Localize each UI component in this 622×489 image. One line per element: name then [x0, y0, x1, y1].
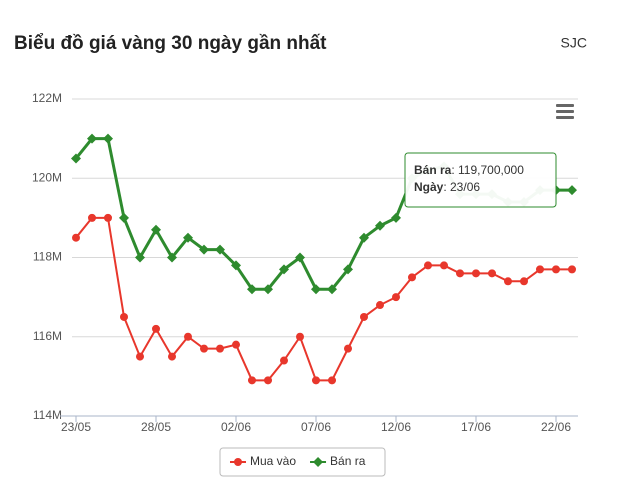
data-point — [216, 344, 224, 353]
data-point — [552, 265, 560, 274]
data-point — [88, 213, 96, 222]
data-point — [248, 376, 256, 385]
menu-icon[interactable] — [556, 104, 574, 119]
data-point — [280, 356, 288, 365]
menu-bar — [556, 104, 574, 107]
legend-item[interactable]: Mua vào — [230, 454, 296, 468]
legend-item[interactable]: Bán ra — [310, 454, 366, 468]
x-tick-label: 12/06 — [381, 420, 411, 434]
data-point — [311, 284, 321, 295]
data-point — [120, 312, 128, 321]
data-point — [567, 185, 577, 196]
legend-label: Bán ra — [330, 454, 366, 468]
menu-bar — [556, 110, 574, 113]
y-tick-label: 118M — [33, 250, 62, 264]
menu-bar — [556, 116, 574, 119]
tooltip-date-label: Ngày — [414, 180, 444, 194]
tooltip-box — [404, 152, 557, 208]
data-point — [408, 273, 416, 282]
data-point — [119, 212, 129, 223]
data-point — [264, 376, 272, 385]
x-tick-label: 28/05 — [141, 420, 171, 434]
data-point — [295, 252, 305, 263]
data-point — [391, 212, 401, 223]
data-point — [135, 252, 145, 263]
x-tick-label: 07/06 — [301, 420, 331, 434]
data-point — [103, 133, 113, 144]
tooltip-series: Bán ra — [414, 163, 452, 177]
y-tick-label: 114M — [33, 408, 62, 422]
data-point — [136, 352, 144, 361]
data-point — [376, 301, 384, 310]
x-tick-label: 17/06 — [461, 420, 491, 434]
data-point — [536, 265, 544, 274]
data-point — [424, 261, 432, 270]
source-label: SJC — [561, 35, 587, 51]
data-point — [344, 344, 352, 353]
data-point — [472, 269, 480, 278]
data-point — [568, 265, 576, 274]
data-point — [504, 277, 512, 286]
data-point — [183, 232, 193, 243]
legend-label: Mua vào — [250, 454, 296, 468]
data-point — [104, 213, 112, 222]
tooltip-value: : 119,700,000 — [451, 163, 524, 177]
tooltip: Bán ra: 119,700,000 Ngày: 23/06 — [404, 152, 557, 208]
tooltip-line: Ngày: 23/06 — [414, 180, 480, 194]
data-point — [327, 284, 337, 295]
data-point — [184, 332, 192, 341]
data-point — [312, 376, 320, 385]
data-point — [200, 344, 208, 353]
data-point — [279, 264, 289, 275]
y-tick-label: 116M — [33, 329, 62, 343]
data-point — [360, 312, 368, 321]
data-point — [328, 376, 336, 385]
data-point — [167, 252, 177, 263]
tooltip-date: : 23/06 — [443, 180, 480, 194]
data-point — [296, 332, 304, 341]
legend: Mua vào Bán ra — [219, 447, 386, 477]
data-point — [359, 232, 369, 243]
data-point — [232, 340, 240, 349]
data-point — [152, 324, 160, 333]
data-point — [231, 260, 241, 271]
y-tick-label: 122M — [32, 91, 62, 105]
data-point — [168, 352, 176, 361]
x-tick-label: 02/06 — [221, 420, 251, 434]
data-point — [456, 269, 464, 278]
data-point — [343, 264, 353, 275]
data-point — [375, 220, 385, 231]
data-point — [151, 224, 161, 235]
legend-marker — [313, 457, 324, 467]
data-point — [87, 133, 97, 144]
data-point — [72, 233, 80, 242]
data-point — [71, 153, 81, 164]
data-point — [215, 244, 225, 255]
data-point — [199, 244, 209, 255]
legend-marker — [234, 458, 242, 466]
tooltip-line: Bán ra: 119,700,000 — [414, 163, 524, 177]
data-point — [440, 261, 448, 270]
legend-box — [219, 447, 386, 477]
chart-title: Biểu đồ giá vàng 30 ngày gần nhất — [14, 33, 327, 54]
x-tick-label: 23/05 — [61, 420, 91, 434]
data-point — [392, 293, 400, 302]
data-point — [263, 284, 273, 295]
data-point — [488, 269, 496, 278]
data-point — [520, 277, 528, 286]
y-tick-label: 120M — [32, 170, 62, 184]
x-tick-label: 22/06 — [541, 420, 571, 434]
data-point — [247, 284, 257, 295]
